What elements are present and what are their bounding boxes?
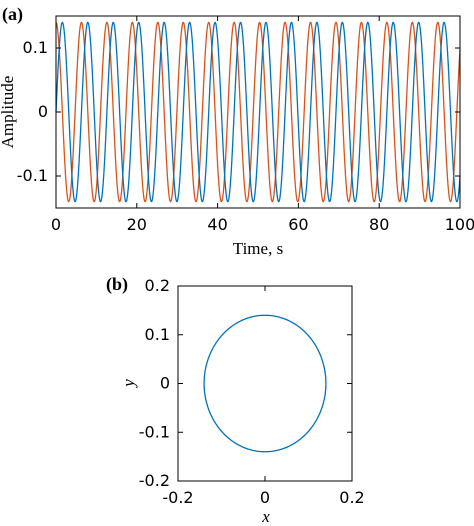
panel-a-x-ticks: 0 20 40 60 80 100: [51, 16, 474, 234]
panel-b-series-line-1: [203, 314, 327, 453]
panel-a-x-tick-label: 80: [369, 215, 389, 234]
panel-b-x-tick-label: -0.2: [162, 488, 193, 507]
panel-b-y-tick-label: -0.2: [139, 471, 170, 490]
panel-b-y-tick-label: -0.1: [139, 422, 170, 441]
panel-a-x-tick-label: 20: [127, 215, 147, 234]
panel-a-y-tick-label: 0.1: [23, 38, 48, 57]
panel-b-y-ticks: -0.2 -0.1 0 0.1 0.2: [139, 276, 352, 490]
panel-b-y-tick-label: 0.2: [145, 276, 170, 295]
panel-b-phase-portrait: (b) -0.2 0 0.2 -0.2 -0.1 0 0.1 0.2 x y: [106, 274, 365, 526]
panel-b-y-tick-label: 0.1: [145, 325, 170, 344]
panel-b-x-tick-label: 0.2: [339, 488, 364, 507]
panel-b-x-tick-label: 0: [260, 488, 270, 507]
panel-a-x-tick-label: 100: [445, 215, 474, 234]
panel-b-x-ticks: -0.2 0 0.2: [162, 286, 365, 507]
panel-b-series-group: [203, 314, 327, 453]
panel-a-series-line-2: [55, 21, 461, 203]
panel-b-x-axis-title: x: [261, 507, 270, 526]
panel-b-y-axis-title: y: [119, 379, 138, 389]
panel-a-x-axis-title: Time, s: [233, 239, 283, 258]
panel-a-x-tick-label: 0: [51, 215, 61, 234]
panel-a-y-axis-title: Amplitude: [0, 76, 17, 149]
panel-a-y-tick-label: 0: [38, 102, 48, 121]
panel-a-label: (a): [2, 4, 23, 25]
panel-a-y-tick-label: -0.1: [17, 166, 48, 185]
panel-a-time-series: (a) 0 20 40 60 80 100 -0.1 0 0.1 Time, s Amplit…: [0, 4, 474, 258]
panel-a-series-group: [55, 21, 461, 203]
panel-a-series-line-1: [55, 21, 461, 203]
panel-a-x-tick-label: 40: [207, 215, 227, 234]
panel-a-x-tick-label: 60: [288, 215, 308, 234]
panel-a-y-ticks: -0.1 0 0.1: [17, 38, 460, 185]
panel-b-y-tick-label: 0: [160, 374, 170, 393]
panel-b-label: (b): [106, 274, 128, 295]
